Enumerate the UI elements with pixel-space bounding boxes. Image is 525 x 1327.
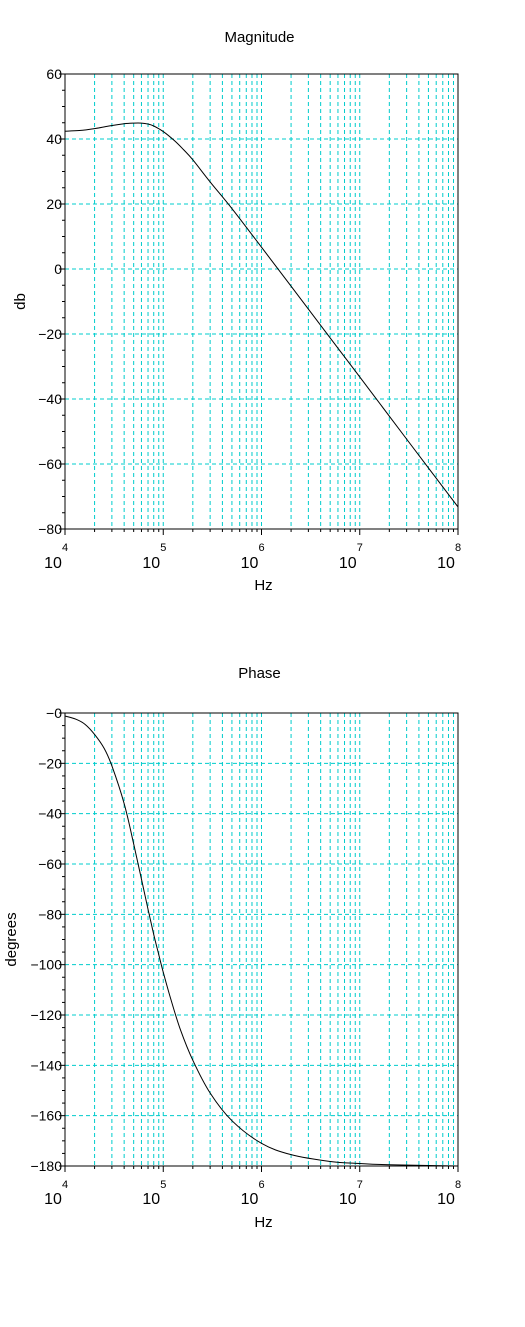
x-tick-exponent: 6	[258, 1179, 264, 1191]
x-tick-label: 10	[339, 555, 357, 572]
x-tick-exponent: 5	[160, 1179, 166, 1191]
x-tick-exponent: 8	[455, 542, 461, 554]
x-tick-label: 10	[241, 1191, 259, 1208]
chart-title: Magnitude	[224, 29, 294, 46]
x-tick-label: 10	[44, 1191, 62, 1208]
x-tick-exponent: 4	[62, 542, 68, 554]
x-tick-exponent: 6	[258, 542, 264, 554]
x-tick-label: 10	[142, 555, 160, 572]
x-tick-exponent: 5	[160, 542, 166, 554]
y-axis-label: degrees	[3, 912, 20, 966]
magnitude-plot: 6040200−20−40−60−80104105106107108Magnit…	[12, 29, 461, 594]
y-tick-label: −20	[38, 326, 62, 342]
x-tick-exponent: 8	[455, 1179, 461, 1191]
y-tick-label: −180	[30, 1158, 62, 1174]
y-tick-label: −80	[38, 906, 62, 922]
y-tick-label: −40	[38, 806, 62, 822]
y-tick-label: −0	[46, 705, 62, 721]
y-tick-label: 20	[46, 196, 62, 212]
y-tick-label: 60	[46, 66, 62, 82]
y-tick-label: −160	[30, 1108, 62, 1124]
x-tick-exponent: 7	[357, 1179, 363, 1191]
x-tick-label: 10	[44, 555, 62, 572]
y-tick-label: −60	[38, 456, 62, 472]
x-tick-label: 10	[142, 1191, 160, 1208]
x-tick-exponent: 7	[357, 542, 363, 554]
x-tick-exponent: 4	[62, 1179, 68, 1191]
phase-plot: −0−20−40−60−80−100−120−140−160−180104105…	[3, 665, 461, 1231]
x-axis-label: Hz	[254, 577, 272, 594]
y-tick-label: −100	[30, 957, 62, 973]
y-tick-label: −60	[38, 856, 62, 872]
x-tick-label: 10	[437, 1191, 455, 1208]
y-tick-label: −20	[38, 755, 62, 771]
y-tick-label: −120	[30, 1007, 62, 1023]
chart-title: Phase	[238, 665, 281, 682]
y-tick-label: 0	[54, 261, 62, 277]
y-tick-label: −40	[38, 391, 62, 407]
series-line	[64, 122, 459, 508]
y-tick-label: 40	[46, 131, 62, 147]
series-line	[64, 715, 459, 1167]
x-tick-label: 10	[241, 555, 259, 572]
x-tick-label: 10	[339, 1191, 357, 1208]
x-axis-label: Hz	[254, 1214, 272, 1231]
y-tick-label: −140	[30, 1057, 62, 1073]
y-axis-label: db	[12, 293, 29, 310]
x-tick-label: 10	[437, 555, 455, 572]
y-tick-label: −80	[38, 521, 62, 537]
